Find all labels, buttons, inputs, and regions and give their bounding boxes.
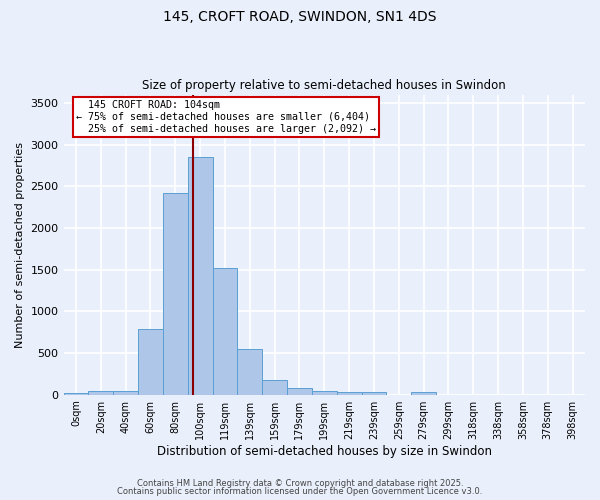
Bar — [138, 329, 163, 394]
Bar — [362, 392, 386, 394]
X-axis label: Distribution of semi-detached houses by size in Swindon: Distribution of semi-detached houses by … — [157, 444, 492, 458]
Text: 145 CROFT ROAD: 104sqm
← 75% of semi-detached houses are smaller (6,404)
  25% o: 145 CROFT ROAD: 104sqm ← 75% of semi-det… — [76, 100, 376, 134]
Bar — [337, 392, 362, 394]
Bar — [163, 193, 188, 394]
Title: Size of property relative to semi-detached houses in Swindon: Size of property relative to semi-detach… — [142, 79, 506, 92]
Bar — [262, 380, 287, 394]
Bar — [113, 390, 138, 394]
Text: Contains public sector information licensed under the Open Government Licence v3: Contains public sector information licen… — [118, 487, 482, 496]
Y-axis label: Number of semi-detached properties: Number of semi-detached properties — [15, 142, 25, 348]
Text: Contains HM Land Registry data © Crown copyright and database right 2025.: Contains HM Land Registry data © Crown c… — [137, 478, 463, 488]
Bar — [188, 157, 212, 394]
Bar — [287, 388, 312, 394]
Bar — [64, 393, 88, 394]
Bar — [312, 390, 337, 394]
Text: 145, CROFT ROAD, SWINDON, SN1 4DS: 145, CROFT ROAD, SWINDON, SN1 4DS — [163, 10, 437, 24]
Bar — [411, 392, 436, 394]
Bar — [212, 268, 238, 394]
Bar — [238, 350, 262, 395]
Bar — [88, 390, 113, 394]
